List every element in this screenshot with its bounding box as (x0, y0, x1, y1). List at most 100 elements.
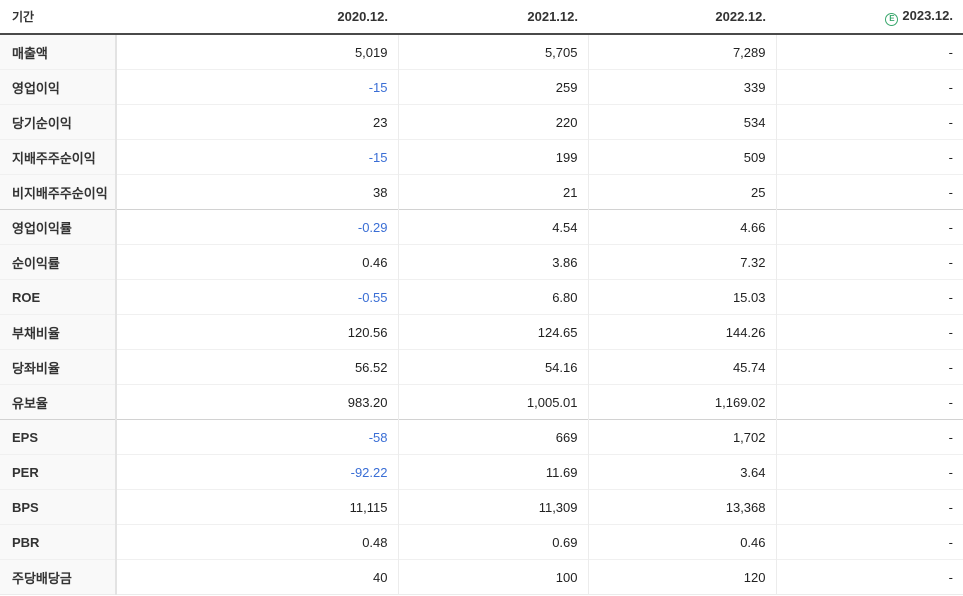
table-row-bps: BPS 11,115 11,309 13,368 - (0, 489, 963, 525)
metric-label: PBR (0, 524, 117, 560)
metric-value: 54.16 (398, 349, 589, 385)
table-row-net-margin: 순이익률 0.46 3.86 7.32 - (0, 244, 963, 280)
metric-value: 21 (398, 174, 589, 210)
metric-value: - (776, 559, 963, 595)
metric-value: - (776, 209, 963, 245)
metric-value: 1,005.01 (398, 384, 589, 420)
metric-value: -0.29 (116, 209, 399, 245)
metric-value: 0.48 (116, 524, 399, 560)
table-header-row: 기간 2020.12. 2021.12. 2022.12. E 2023.12. (0, 0, 963, 35)
table-row-per: PER -92.22 11.69 3.64 - (0, 454, 963, 490)
metric-value: 534 (588, 104, 777, 140)
metric-value: 1,169.02 (588, 384, 777, 420)
metric-label: 당좌비율 (0, 349, 117, 385)
table-row-debt-ratio: 부채비율 120.56 124.65 144.26 - (0, 314, 963, 350)
table-row-quick-ratio: 당좌비율 56.52 54.16 45.74 - (0, 349, 963, 385)
table-row-net-income: 당기순이익 23 220 534 - (0, 104, 963, 140)
table-row-reserve-ratio: 유보율 983.20 1,005.01 1,169.02 - (0, 384, 963, 420)
metric-value: -0.55 (116, 279, 399, 315)
metric-label: 영업이익 (0, 69, 117, 105)
metric-value: -58 (116, 419, 399, 455)
table-row-operating-margin: 영업이익률 -0.29 4.54 4.66 - (0, 209, 963, 245)
metric-value: 40 (116, 559, 399, 595)
column-header-2021-12: 2021.12. (398, 0, 588, 35)
metric-label: 지배주주순이익 (0, 139, 117, 175)
metric-value: 120 (588, 559, 777, 595)
metric-value: 45.74 (588, 349, 777, 385)
metric-label: ROE (0, 279, 117, 315)
metric-value: 509 (588, 139, 777, 175)
column-header-2022-12: 2022.12. (588, 0, 776, 35)
metric-value: 25 (588, 174, 777, 210)
metric-value: 983.20 (116, 384, 399, 420)
metric-value: - (776, 314, 963, 350)
metric-value: 339 (588, 69, 777, 105)
metric-value: 11,115 (116, 489, 399, 525)
metric-value: - (776, 139, 963, 175)
metric-label: PER (0, 454, 117, 490)
metric-value: - (776, 104, 963, 140)
table-row-noncontrolling-net-income: 비지배주주순이익 38 21 25 - (0, 174, 963, 210)
metric-value: 669 (398, 419, 589, 455)
metric-value: 7,289 (588, 34, 777, 70)
metric-value: 56.52 (116, 349, 399, 385)
metric-value: - (776, 454, 963, 490)
metric-label: 영업이익률 (0, 209, 117, 245)
column-header-2023-12-label: 2023.12. (902, 8, 953, 24)
metric-value: 4.66 (588, 209, 777, 245)
table-row-roe: ROE -0.55 6.80 15.03 - (0, 279, 963, 315)
metric-value: 3.86 (398, 244, 589, 280)
metric-value: 124.65 (398, 314, 589, 350)
metric-label: EPS (0, 419, 117, 455)
table-row-dividend-per-share: 주당배당금 40 100 120 - (0, 559, 963, 595)
metric-label: 유보율 (0, 384, 117, 420)
metric-value: -15 (116, 69, 399, 105)
metric-value: -92.22 (116, 454, 399, 490)
metric-value: 23 (116, 104, 399, 140)
column-header-2020-12: 2020.12. (116, 0, 398, 35)
metric-value: 0.69 (398, 524, 589, 560)
metric-value: 0.46 (588, 524, 777, 560)
metric-label: 당기순이익 (0, 104, 117, 140)
metric-value: - (776, 69, 963, 105)
metric-value: 4.54 (398, 209, 589, 245)
table-row-sales: 매출액 5,019 5,705 7,289 - (0, 34, 963, 70)
table-row-controlling-net-income: 지배주주순이익 -15 199 509 - (0, 139, 963, 175)
metric-value: 259 (398, 69, 589, 105)
metric-label: BPS (0, 489, 117, 525)
metric-label: 순이익률 (0, 244, 117, 280)
metric-value: - (776, 384, 963, 420)
metric-value: - (776, 489, 963, 525)
metric-value: - (948, 44, 953, 60)
metric-value: 220 (398, 104, 589, 140)
metric-label: 매출액 (0, 34, 117, 70)
metric-value: - (776, 349, 963, 385)
metric-value: 11.69 (398, 454, 589, 490)
metric-value: - (776, 174, 963, 210)
table-body: 매출액 5,019 5,705 7,289 - 영업이익 -15 259 339… (0, 34, 963, 595)
metric-value: 38 (116, 174, 399, 210)
metric-value: -15 (116, 139, 399, 175)
estimate-icon: E (885, 12, 899, 26)
metric-value: 144.26 (588, 314, 777, 350)
metric-value: 199 (398, 139, 589, 175)
metric-label: 부채비율 (0, 314, 117, 350)
table-row-operating-profit: 영업이익 -15 259 339 - (0, 69, 963, 105)
metric-label: 비지배주주순이익 (0, 174, 117, 210)
metric-value: - (776, 244, 963, 280)
metric-value: 5,019 (116, 34, 399, 70)
table-row-pbr: PBR 0.48 0.69 0.46 - (0, 524, 963, 560)
metric-value: 11,309 (398, 489, 589, 525)
metric-value: 120.56 (116, 314, 399, 350)
metric-value: 6.80 (398, 279, 589, 315)
period-header: 기간 (0, 0, 116, 35)
metric-value: 100 (398, 559, 589, 595)
metric-value: 13,368 (588, 489, 777, 525)
metric-value: 3.64 (588, 454, 777, 490)
metric-value: 5,705 (398, 34, 589, 70)
metric-value: 7.32 (588, 244, 777, 280)
metric-value: - (776, 279, 963, 315)
metric-value: - (776, 524, 963, 560)
column-header-2023-12: E 2023.12. (776, 0, 963, 35)
